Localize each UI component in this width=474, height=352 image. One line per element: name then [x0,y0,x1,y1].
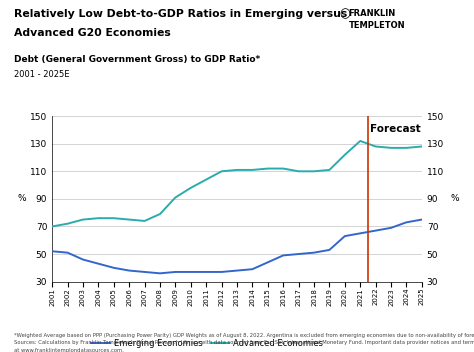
Text: *Weighted Average based on PPP (Purchasing Power Parity) GDP Weights as of Augus: *Weighted Average based on PPP (Purchasi… [14,333,474,338]
Text: Debt (General Government Gross) to GDP Ratio*: Debt (General Government Gross) to GDP R… [14,55,261,64]
Legend: Emerging Economies, Advanced Economies: Emerging Economies, Advanced Economies [88,335,327,351]
Text: 2001 - 2025E: 2001 - 2025E [14,70,70,80]
Text: at www.franklintemplondatasources.com.: at www.franklintemplondatasources.com. [14,348,124,352]
Text: Forecast: Forecast [370,125,421,134]
Text: Relatively Low Debt-to-GDP Ratios in Emerging versus: Relatively Low Debt-to-GDP Ratios in Eme… [14,9,347,19]
Text: Sources: Calculations by Franklin Templeton’s Global Research Library with data : Sources: Calculations by Franklin Temple… [14,340,474,345]
Text: FRANKLIN: FRANKLIN [348,9,396,18]
Text: TEMPLETON: TEMPLETON [348,21,405,30]
Text: %: % [451,194,459,203]
Text: Advanced G20 Economies: Advanced G20 Economies [14,28,171,38]
Text: %: % [17,194,26,203]
Text: ○: ○ [339,7,350,20]
